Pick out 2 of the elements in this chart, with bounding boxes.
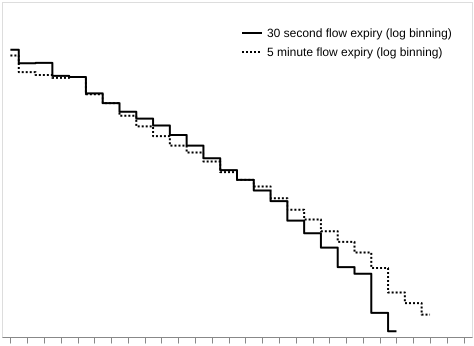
legend-label: 5 minute flow expiry (log binning) <box>267 45 442 59</box>
legend-label: 30 second flow expiry (log binning) <box>267 26 452 40</box>
